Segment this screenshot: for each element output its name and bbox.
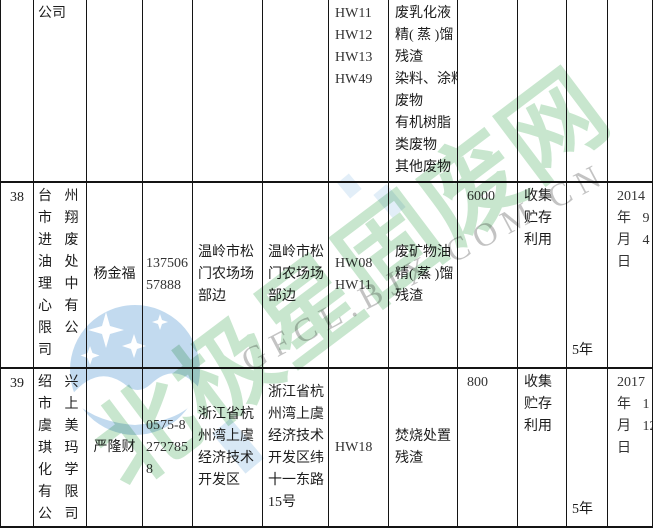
cell-serial: 39	[0, 367, 34, 528]
cell-issue-date: 2014 年 9 月 4 日	[607, 181, 653, 369]
table-row: 38 台 州 市 翔 进 废 油 处 理 中 心 有 限 公 司 杨金福 137…	[0, 181, 653, 369]
cell-serial: 38	[0, 181, 34, 369]
table-row: 公司 HW11 HW12 HW13 HW49 废乳化液 精( 蒸 )馏 残渣 染…	[0, 0, 653, 183]
cell-legal-rep: 严隆财	[86, 367, 143, 528]
cell-reg-address	[192, 0, 263, 183]
cell-company-name: 台 州 市 翔 进 废 油 处 理 中 心 有 限 公 司	[33, 181, 87, 369]
cell-op-address	[262, 0, 329, 183]
cell-operation-mode: 收集 贮存 利用	[517, 367, 567, 528]
cell-quantity: 800	[457, 367, 518, 528]
cell-validity-term: 5年	[566, 181, 608, 369]
cell-phone: 0575-8 272785 8	[142, 367, 193, 528]
cell-waste-names: 废矿物油 精( 蒸 )馏 残渣	[388, 181, 458, 369]
cell-quantity	[457, 0, 518, 183]
cell-op-address: 温岭市松 门农场场 部边	[262, 181, 329, 369]
cell-phone: 137506 57888	[142, 181, 193, 369]
cell-quantity: 6000	[457, 181, 518, 369]
cell-phone	[142, 0, 193, 183]
cell-serial	[0, 0, 34, 183]
cell-issue-date: 2017 年 1 月 12 日	[607, 367, 653, 528]
cell-validity-term	[566, 0, 608, 183]
cell-operation-mode: 收集 贮存 利用	[517, 181, 567, 369]
cell-op-address: 浙江省杭 州湾上虞 经济技术 开发区纬 十一东路 15号	[262, 367, 329, 528]
cell-legal-rep: 杨金福	[86, 181, 143, 369]
cell-legal-rep	[86, 0, 143, 183]
cell-company-name: 绍 兴 市 上 虞 美 琪 玛 化 学 有 限 公 司	[33, 367, 87, 528]
table-row: 39 绍 兴 市 上 虞 美 琪 玛 化 学 有 限 公 司 严隆财 0575-…	[0, 367, 653, 528]
cell-reg-address: 温岭市松 门农场场 部边	[192, 181, 263, 369]
cell-issue-date	[607, 0, 653, 183]
cell-company-name: 公司	[33, 0, 87, 183]
cell-waste-codes: HW08 HW11	[328, 181, 389, 369]
cell-waste-names: 废乳化液 精( 蒸 )馏 残渣 染料、涂料 废物 有机树脂 类废物 其他废物	[388, 0, 458, 183]
cell-waste-codes: HW11 HW12 HW13 HW49	[328, 0, 389, 183]
cell-waste-codes: HW18	[328, 367, 389, 528]
cell-reg-address: 浙江省杭 州湾上虞 经济技术 开发区	[192, 367, 263, 528]
cell-waste-names: 焚烧处置 残渣	[388, 367, 458, 528]
cell-operation-mode	[517, 0, 567, 183]
cell-validity-term: 5年	[566, 367, 608, 528]
